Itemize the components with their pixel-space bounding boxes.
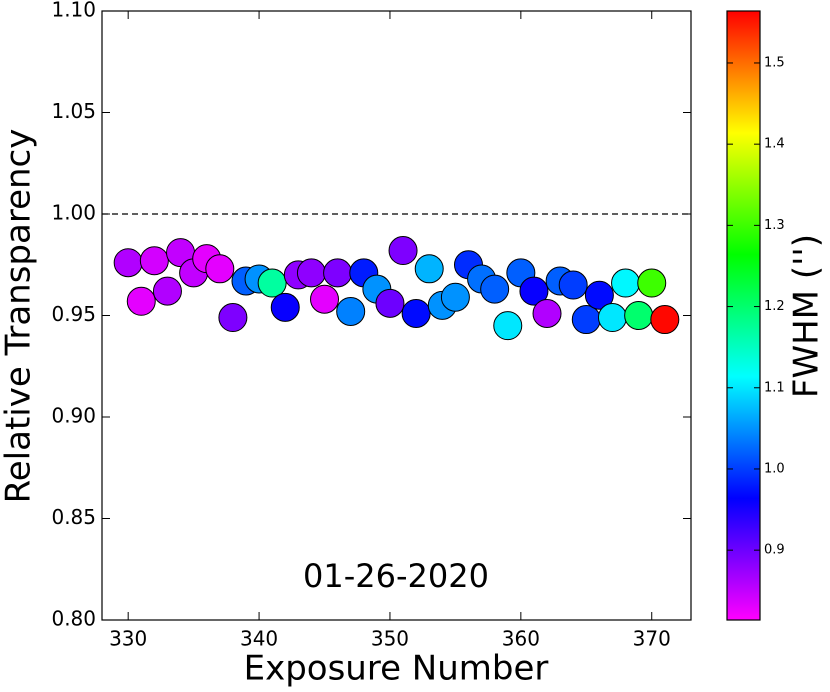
point [440,282,470,312]
point [493,311,523,341]
point [218,303,248,333]
colorbar-label: FWHM ('') [787,234,827,398]
colorbar-tick-label: 1.4 [764,137,785,152]
point [584,280,614,310]
point [257,268,287,298]
colorbar-tick-label: 1.1 [764,380,785,395]
colorbar-tick-label: 0.9 [764,543,785,558]
y-tick-label: 0.85 [51,505,96,529]
point [414,254,444,284]
point [323,258,353,288]
point [388,236,418,266]
point [336,296,366,326]
point [296,258,326,288]
point [611,268,641,298]
point [637,268,667,298]
point [519,276,549,306]
colorbar-tick-label: 1.5 [764,55,785,70]
y-tick-label: 0.90 [51,404,96,428]
annotation: 01-26-2020 [303,557,489,595]
colorbar-tick-label: 1.0 [764,461,785,476]
point [597,303,627,333]
point [571,305,601,335]
y-axis-label: Relative Transparency [0,129,39,504]
x-tick-label: 370 [633,627,671,651]
point [310,284,340,314]
x-tick-label: 340 [240,627,278,651]
x-tick-label: 360 [502,627,540,651]
point [375,288,405,318]
point [113,248,143,278]
point [270,292,300,322]
x-axis-label: Exposure Number [244,649,549,689]
point [401,298,431,328]
x-tick-label: 350 [371,627,409,651]
point [624,301,654,330]
y-tick-label: 1.00 [51,201,96,225]
point [480,274,510,304]
point [205,254,235,284]
point [650,305,680,335]
y-tick-label: 0.80 [51,607,96,631]
y-tick-label: 1.05 [51,99,96,123]
point [532,298,562,328]
point [152,276,182,306]
colorbar-tick-label: 1.2 [764,299,785,314]
y-tick-label: 1.10 [51,0,96,22]
x-tick-label: 330 [109,627,147,651]
point [126,286,156,316]
colorbar [726,10,761,621]
y-tick-label: 0.95 [51,302,96,326]
colorbar-tick-label: 1.3 [764,218,785,233]
point [558,270,588,300]
point [139,246,169,276]
